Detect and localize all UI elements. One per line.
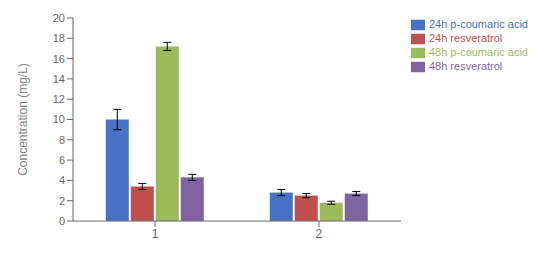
svg-text:18: 18 [53, 32, 65, 44]
svg-text:6: 6 [59, 154, 65, 166]
svg-text:16: 16 [53, 53, 65, 65]
svg-text:12: 12 [53, 93, 65, 105]
svg-text:1: 1 [152, 227, 159, 241]
svg-text:4: 4 [59, 174, 65, 186]
svg-text:2: 2 [59, 195, 65, 207]
svg-text:20: 20 [53, 12, 65, 24]
html-text:24h resveratrol: 24h resveratrol [428, 32, 503, 45]
html-text:24h p-coumaric acid: 24h p-coumaric acid [428, 18, 528, 30]
svg-text:0: 0 [59, 215, 65, 227]
svg-text:14: 14 [53, 73, 65, 85]
svg-text:10: 10 [53, 113, 65, 125]
svg-text:2: 2 [316, 227, 323, 241]
svg-text:Concentration (mg/L): Concentration (mg/L) [16, 63, 30, 176]
html-text:48h resveratrol: 48h resveratrol [428, 60, 503, 73]
svg-text:8: 8 [59, 134, 65, 146]
html-text:48h p-coumaric acid: 48h p-coumaric acid [428, 46, 528, 59]
